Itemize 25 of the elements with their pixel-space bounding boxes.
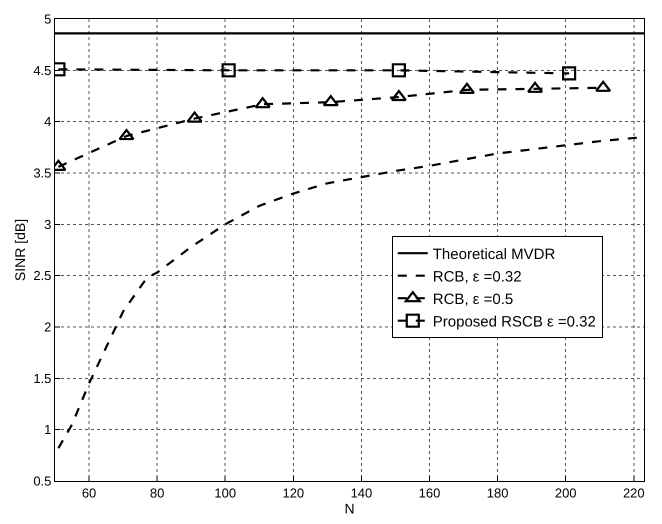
x-tick-label: 100 bbox=[214, 486, 236, 501]
x-tick-label: 200 bbox=[554, 486, 577, 501]
y-tick-label: 2.5 bbox=[33, 268, 52, 284]
legend-label: Theoretical MVDR bbox=[432, 246, 556, 264]
y-tick-label: 4.5 bbox=[33, 62, 52, 78]
x-axis-title: N bbox=[344, 500, 355, 517]
y-tick-label: 0.5 bbox=[33, 474, 52, 489]
legend-label: Proposed RSCB ε =0.32 bbox=[432, 314, 596, 331]
legend-label: RCB, ε =0.5 bbox=[432, 291, 514, 308]
x-tick-label: 60 bbox=[82, 486, 96, 501]
y-axis-title: SINR [dB] bbox=[12, 218, 28, 282]
y-tick-label: 3.5 bbox=[33, 166, 52, 181]
x-tick-label: 220 bbox=[622, 486, 645, 501]
y-tick-label: 4 bbox=[44, 114, 52, 130]
y-tick-label: 2 bbox=[44, 320, 52, 335]
x-tick-label: 140 bbox=[350, 486, 372, 501]
y-tick-label: 3 bbox=[44, 216, 52, 232]
x-tick-label: 180 bbox=[486, 486, 508, 501]
x-tick-label: 160 bbox=[418, 486, 440, 501]
y-tick-label: 5 bbox=[44, 12, 52, 27]
y-tick-label: 1.5 bbox=[33, 370, 52, 386]
x-tick-label: 80 bbox=[150, 486, 164, 501]
x-tick-label: 120 bbox=[282, 486, 304, 501]
y-tick-label: 1 bbox=[44, 422, 52, 438]
legend-label: RCB, ε =0.32 bbox=[432, 268, 522, 286]
